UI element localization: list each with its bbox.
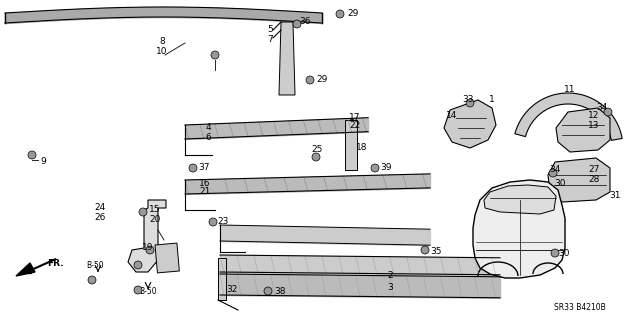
Circle shape <box>371 164 379 172</box>
Text: 18: 18 <box>356 144 368 152</box>
Bar <box>155 243 179 273</box>
Circle shape <box>264 287 272 295</box>
Text: 9: 9 <box>40 158 46 167</box>
Text: 22: 22 <box>349 122 360 130</box>
Text: 15: 15 <box>149 205 161 214</box>
Circle shape <box>28 151 36 159</box>
Text: 7: 7 <box>267 34 273 43</box>
Text: 1: 1 <box>489 95 495 105</box>
Polygon shape <box>515 93 622 140</box>
Circle shape <box>551 249 559 257</box>
Polygon shape <box>556 108 610 152</box>
Text: 17: 17 <box>349 114 361 122</box>
Text: 26: 26 <box>94 212 106 221</box>
Circle shape <box>336 10 344 18</box>
Circle shape <box>88 276 96 284</box>
Circle shape <box>211 51 219 59</box>
Text: 27: 27 <box>588 166 600 174</box>
Text: 29: 29 <box>348 9 358 18</box>
Text: 29: 29 <box>316 76 328 85</box>
Polygon shape <box>548 158 610 202</box>
Text: 11: 11 <box>564 85 576 94</box>
Text: 8: 8 <box>159 38 165 47</box>
Circle shape <box>466 99 474 107</box>
Text: 38: 38 <box>275 286 285 295</box>
Circle shape <box>549 169 557 177</box>
Polygon shape <box>279 22 295 95</box>
Text: 13: 13 <box>588 121 600 130</box>
Circle shape <box>146 246 154 254</box>
Text: 28: 28 <box>588 174 600 183</box>
Text: 35: 35 <box>430 247 442 256</box>
Text: 23: 23 <box>218 218 228 226</box>
Text: 24: 24 <box>94 204 106 212</box>
Text: 25: 25 <box>311 145 323 154</box>
Text: FR.: FR. <box>47 258 63 268</box>
Polygon shape <box>484 185 556 214</box>
Text: 10: 10 <box>156 47 168 56</box>
Polygon shape <box>128 200 166 272</box>
Polygon shape <box>16 263 35 276</box>
Text: 39: 39 <box>380 164 392 173</box>
Text: 16: 16 <box>199 179 211 188</box>
Text: 4: 4 <box>205 123 211 132</box>
Circle shape <box>139 208 147 216</box>
Bar <box>345 120 357 170</box>
Text: 2: 2 <box>387 271 393 280</box>
Text: 5: 5 <box>267 26 273 34</box>
Text: 6: 6 <box>205 132 211 142</box>
Text: 36: 36 <box>300 18 311 26</box>
Text: 31: 31 <box>609 190 621 199</box>
Text: 12: 12 <box>588 112 600 121</box>
Circle shape <box>293 20 301 28</box>
Circle shape <box>134 286 142 294</box>
Text: 34: 34 <box>549 166 561 174</box>
Text: 37: 37 <box>198 164 210 173</box>
Text: 21: 21 <box>199 188 211 197</box>
Polygon shape <box>444 100 496 148</box>
Circle shape <box>312 153 320 161</box>
Circle shape <box>421 246 429 254</box>
Text: SR33 B4210B: SR33 B4210B <box>554 303 606 313</box>
Polygon shape <box>473 180 565 278</box>
Circle shape <box>209 218 217 226</box>
Text: 19: 19 <box>142 243 154 253</box>
Text: 32: 32 <box>227 286 237 294</box>
Text: 30: 30 <box>554 179 566 188</box>
Text: 34: 34 <box>596 103 608 113</box>
Circle shape <box>189 164 197 172</box>
Text: 3: 3 <box>387 283 393 292</box>
Text: 30: 30 <box>558 249 570 257</box>
Text: 14: 14 <box>446 112 458 121</box>
Text: B-50: B-50 <box>139 287 157 296</box>
Circle shape <box>604 108 612 116</box>
Text: B-50: B-50 <box>86 262 104 271</box>
Bar <box>218 258 226 300</box>
Text: 20: 20 <box>149 214 161 224</box>
Text: 33: 33 <box>462 95 474 105</box>
Circle shape <box>134 261 142 269</box>
Circle shape <box>306 76 314 84</box>
